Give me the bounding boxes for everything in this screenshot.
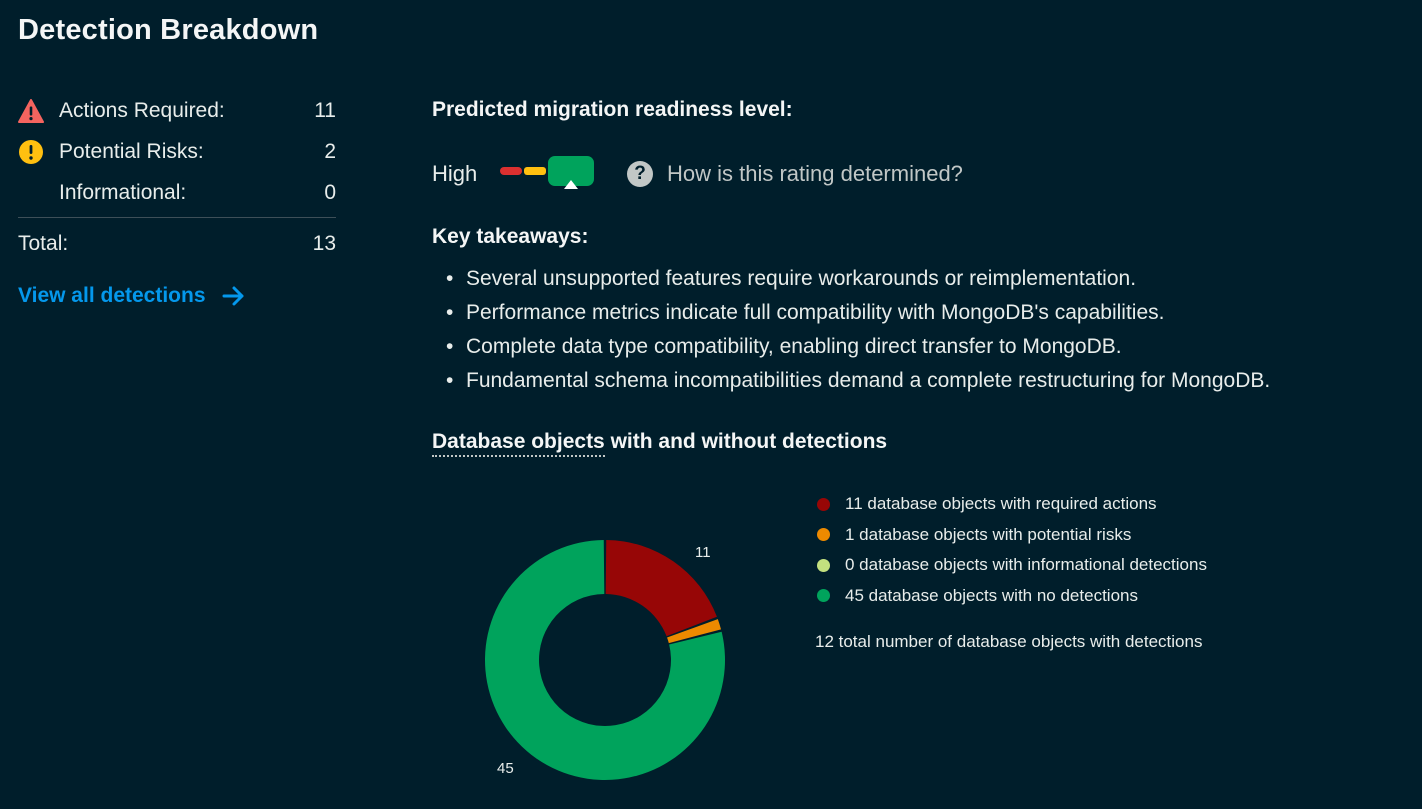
takeaway-item: Complete data type compatibility, enabli…	[446, 330, 1270, 364]
summary-value: 11	[314, 99, 336, 122]
summary-row-actions-required: Actions Required: 11	[18, 92, 336, 133]
summary-total-value: 13	[312, 232, 336, 255]
database-objects-heading-rest: with and without detections	[604, 430, 888, 453]
page-title: Detection Breakdown	[18, 14, 319, 46]
view-all-detections-link[interactable]: View all detections	[18, 284, 246, 308]
database-objects-donut-chart	[485, 540, 725, 780]
summary-value: 0	[324, 181, 336, 204]
takeaway-item: Fundamental schema incompatibilities dem…	[446, 364, 1270, 398]
donut-slice-no-detections[interactable]	[485, 540, 725, 780]
legend-label: 1 database objects with potential risks	[845, 524, 1132, 544]
summary-divider	[18, 217, 336, 218]
legend-item-required-actions[interactable]: 11 database objects with required action…	[815, 489, 1207, 520]
readiness-level: High	[432, 161, 478, 186]
readiness-heading: Predicted migration readiness level:	[432, 98, 793, 121]
view-all-detections-label: View all detections	[18, 284, 206, 307]
total-objects-note: 12 total number of database objects with…	[815, 632, 1203, 651]
legend-label: 0 database objects with informational de…	[845, 555, 1207, 575]
summary-row-informational: Informational: 0	[18, 174, 336, 215]
donut-slice-required-actions[interactable]	[605, 540, 717, 637]
key-takeaways-list: Several unsupported features require wor…	[446, 262, 1270, 398]
donut-slice-potential-risks[interactable]	[667, 619, 722, 644]
detection-summary: Actions Required: 11 Potential Risks: 2 …	[18, 92, 336, 264]
rating-help-text: How is this rating determined?	[667, 161, 963, 186]
legend-swatch	[817, 497, 830, 511]
legend-item-informational[interactable]: 0 database objects with informational de…	[815, 550, 1207, 581]
readiness-meter	[500, 156, 594, 189]
summary-value: 2	[324, 140, 336, 163]
question-circle-icon: ?	[627, 161, 653, 187]
summary-label: Informational:	[59, 181, 187, 204]
donut-legend: 11 database objects with required action…	[815, 489, 1207, 652]
summary-label: Potential Risks:	[59, 140, 204, 163]
legend-swatch	[817, 589, 830, 603]
legend-label: 45 database objects with no detections	[845, 585, 1138, 605]
legend-item-no-detections[interactable]: 45 database objects with no detections	[815, 581, 1207, 612]
donut-data-label-required-actions: 11	[695, 544, 711, 561]
summary-label: Actions Required:	[59, 99, 225, 122]
key-takeaways-heading: Key takeaways:	[432, 225, 589, 248]
summary-total-row: Total: 13	[18, 218, 336, 264]
donut-data-label-no-detections: 45	[497, 760, 514, 777]
takeaway-item: Several unsupported features require wor…	[446, 262, 1270, 296]
important-circle-icon	[19, 140, 43, 164]
warning-triangle-icon	[18, 99, 44, 123]
rating-help-link[interactable]: ? How is this rating determined?	[627, 161, 963, 187]
summary-total-label: Total:	[18, 232, 69, 255]
readiness-row: High ? How is this rating determined?	[432, 152, 1032, 196]
database-objects-tooltip-trigger[interactable]: Database objects	[432, 430, 605, 457]
arrow-right-icon	[222, 286, 244, 306]
legend-swatch	[817, 528, 830, 542]
legend-item-potential-risks[interactable]: 1 database objects with potential risks	[815, 520, 1207, 551]
takeaway-item: Performance metrics indicate full compat…	[446, 296, 1270, 330]
database-objects-heading: Database objects with and without detect…	[432, 430, 888, 457]
legend-swatch	[817, 558, 830, 572]
legend-label: 11 database objects with required action…	[845, 494, 1157, 514]
summary-row-potential-risks: Potential Risks: 2	[18, 133, 336, 174]
